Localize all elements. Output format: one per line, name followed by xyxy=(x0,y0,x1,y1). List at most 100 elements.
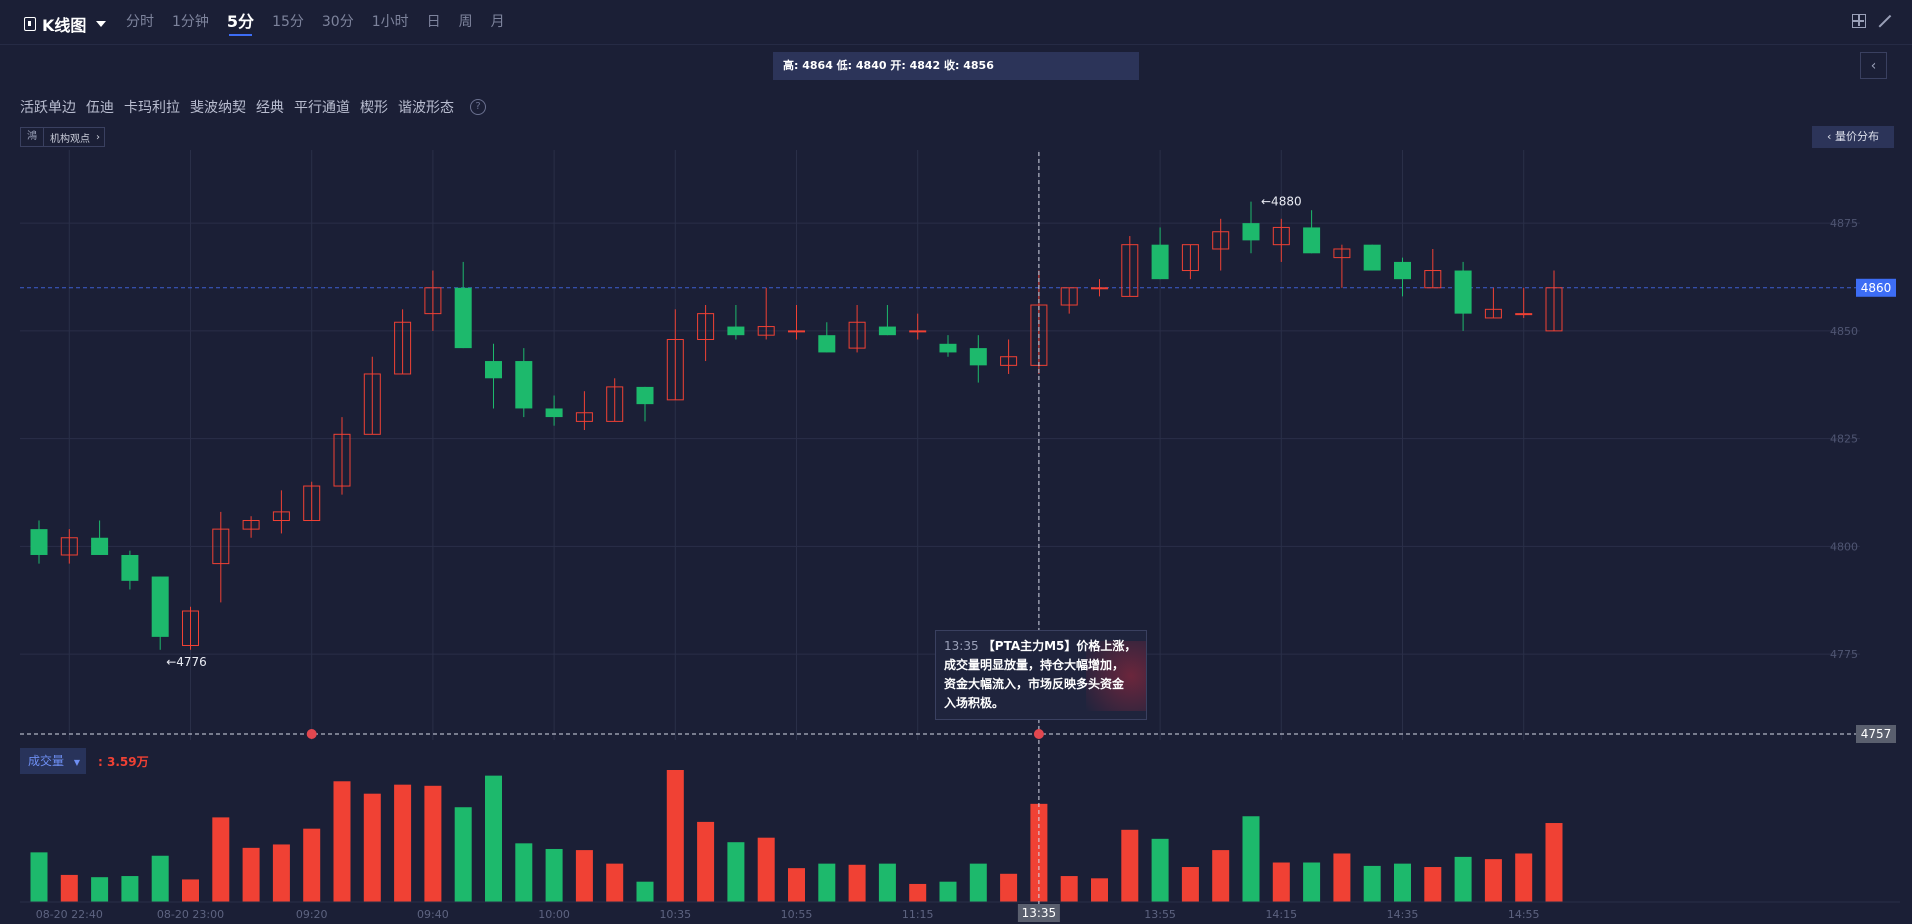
candle-body xyxy=(212,528,230,565)
x-tick-label: 08-20 22:40 xyxy=(36,908,103,921)
candle-body xyxy=(575,412,593,422)
volume-bar xyxy=(485,775,502,902)
drawing-tool-1[interactable]: 伍迪 xyxy=(86,100,114,116)
chevron-down-icon xyxy=(96,21,107,27)
volume-bar xyxy=(666,770,684,902)
period-tab-8[interactable]: 月 xyxy=(490,14,505,30)
drawing-tool-2[interactable]: 卡玛利拉 xyxy=(124,100,180,116)
volume-bar xyxy=(424,785,442,902)
x-tick-label: 08-20 23:00 xyxy=(157,908,224,921)
candle-body xyxy=(363,373,381,435)
volume-bar xyxy=(363,793,381,902)
candle-body xyxy=(424,287,442,315)
chart-type-selector[interactable]: K线图 xyxy=(24,12,107,36)
volume-bar xyxy=(1394,863,1411,902)
period-tab-5[interactable]: 1小时 xyxy=(371,14,409,30)
volume-profile-button[interactable]: ‹ 量价分布 xyxy=(1812,126,1894,148)
volume-bar xyxy=(545,848,563,902)
volume-bar xyxy=(1454,856,1472,902)
volume-bar xyxy=(151,855,169,902)
candle-body xyxy=(1484,308,1502,319)
volume-bar xyxy=(91,877,109,902)
volume-value: : 3.59万 xyxy=(98,755,149,769)
volume-bar xyxy=(909,883,927,902)
x-tick-label: 10:35 xyxy=(659,908,691,921)
chart-type-title: K线图 xyxy=(42,16,87,35)
candle-body xyxy=(939,343,957,353)
tooltip-line3: 资金大幅流入，市场反映多头资金 xyxy=(944,677,1125,691)
volume-bar xyxy=(394,784,412,902)
candle-body xyxy=(272,511,290,522)
help-icon[interactable]: ? xyxy=(470,99,486,115)
candle-body xyxy=(1333,248,1351,259)
candle-body xyxy=(1363,244,1381,271)
y-tick-label: 4825 xyxy=(1830,433,1858,446)
volume-bar xyxy=(1545,823,1563,902)
ohlc-info-bar: 高: 4864 低: 4840 开: 4842 收: 4856 xyxy=(773,52,1139,80)
volume-bar xyxy=(30,852,48,902)
x-tick-label: 14:15 xyxy=(1265,908,1297,921)
layout-grid-icon[interactable] xyxy=(1852,14,1866,28)
drawing-tool-6[interactable]: 楔形 xyxy=(360,100,388,116)
period-tab-6[interactable]: 日 xyxy=(426,14,441,30)
volume-bar xyxy=(606,863,624,902)
x-tick-label: 14:55 xyxy=(1508,908,1540,921)
volume-bar xyxy=(1000,873,1018,902)
period-tab-7[interactable]: 周 xyxy=(458,14,473,30)
candle-body xyxy=(485,361,502,379)
low-marker: ←4776 xyxy=(166,655,207,669)
tooltip-line2: 成交量明显放量，持仓大幅增加， xyxy=(944,658,1125,672)
candle-body xyxy=(757,326,775,336)
candle-body xyxy=(1181,244,1199,272)
drawing-tool-5[interactable]: 平行通道 xyxy=(294,100,350,116)
chevron-left-icon: ‹ xyxy=(1870,57,1877,74)
period-tabs: 分时 1分钟 5分 15分 30分 1小时 日 周 月 xyxy=(126,12,523,36)
candle-body xyxy=(1272,226,1290,246)
volume-bar xyxy=(727,842,745,902)
drawing-tool-4[interactable]: 经典 xyxy=(256,100,284,116)
crosshair-time-tag xyxy=(1017,904,1060,922)
period-tab-0[interactable]: 分时 xyxy=(126,14,154,30)
candle-body xyxy=(1000,356,1018,366)
drawing-tool-0[interactable]: 活跃单边 xyxy=(20,100,76,116)
tooltip-time: 13:35 xyxy=(944,639,979,653)
candle-body xyxy=(1242,223,1260,241)
institution-icon: 鴻 xyxy=(21,128,44,146)
drawing-tool-7[interactable]: 谐波形态 xyxy=(398,100,454,116)
x-tick-label: 10:00 xyxy=(538,908,570,921)
period-tab-2[interactable]: 5分 xyxy=(227,12,254,36)
event-marker-icon xyxy=(306,729,317,739)
volume-indicator-label: 成交量 xyxy=(28,754,65,768)
tooltip-line1: 【PTA主力M5】价格上涨， xyxy=(982,639,1137,653)
volume-bar xyxy=(636,881,654,902)
volume-indicator-selector[interactable]: 成交量 ▼ xyxy=(20,748,86,774)
volume-bar xyxy=(1424,867,1442,902)
x-tick-label: 09:20 xyxy=(296,908,328,921)
drawing-tool-3[interactable]: 斐波纳契 xyxy=(190,100,246,116)
candle-body xyxy=(333,433,351,487)
candle-body xyxy=(606,386,624,422)
volume-bar xyxy=(333,781,351,902)
candle-body xyxy=(1091,287,1108,290)
volume-bar xyxy=(1303,862,1321,902)
crosshair-time-label: 13:35 xyxy=(1022,906,1057,920)
candle-body xyxy=(1303,227,1321,254)
candle-body xyxy=(91,537,109,555)
period-tab-1[interactable]: 1分钟 xyxy=(172,14,209,30)
volume-bar xyxy=(182,879,199,902)
x-tick-label: 09:40 xyxy=(417,908,449,921)
y-tick-label: 4850 xyxy=(1830,325,1858,338)
volume-bar xyxy=(1091,878,1108,902)
candle-body xyxy=(1454,270,1472,314)
volume-bar xyxy=(788,868,805,902)
period-tab-3[interactable]: 15分 xyxy=(272,14,304,30)
collapse-panel-button[interactable]: ‹ xyxy=(1860,52,1887,79)
candle-body xyxy=(636,386,654,405)
institution-view-button[interactable]: 鴻 机构观点 › xyxy=(20,127,105,147)
candle-body xyxy=(909,330,927,333)
candle-body xyxy=(878,326,896,336)
candle-body xyxy=(515,361,533,409)
period-tab-4[interactable]: 30分 xyxy=(321,14,354,30)
volume-bar xyxy=(939,881,957,902)
